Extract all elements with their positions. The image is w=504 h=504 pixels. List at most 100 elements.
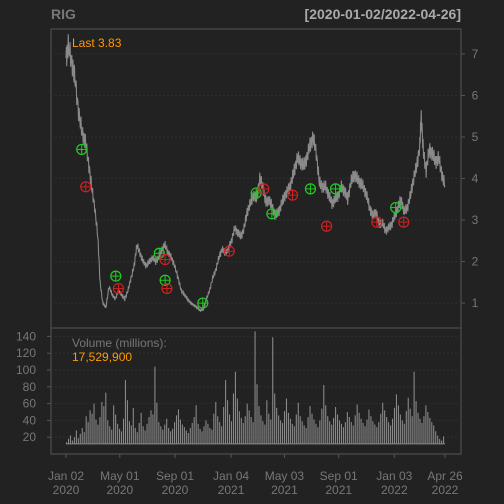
volume-bar <box>315 423 317 444</box>
volume-bar <box>362 422 364 444</box>
volume-bar <box>205 420 207 444</box>
volume-bar <box>291 423 293 444</box>
x-axis-year-label: 2021 <box>325 483 352 497</box>
sell-marker <box>286 189 299 201</box>
volume-bar <box>431 422 433 444</box>
volume-bar <box>413 371 415 444</box>
volume-bar <box>390 425 392 444</box>
volume-bar <box>311 413 313 444</box>
x-axis-month-label: Sep 01 <box>156 469 194 483</box>
sell-marker <box>80 181 92 193</box>
volume-bar <box>254 331 256 444</box>
volume-bar <box>287 412 289 444</box>
x-axis-month-label: Jan 04 <box>213 469 249 483</box>
volume-bar <box>67 438 70 444</box>
volume-bar <box>401 420 403 444</box>
volume-bar <box>203 426 205 444</box>
volume-bar <box>77 438 79 444</box>
price-y-tick-label: 2 <box>472 255 479 269</box>
volume-bar <box>87 422 89 444</box>
volume-bar <box>338 420 341 444</box>
volume-bar <box>252 422 254 444</box>
volume-bar <box>299 416 301 444</box>
x-axis-month-label: Apr 26 <box>427 469 463 483</box>
volume-bar <box>309 406 311 444</box>
volume-bar <box>246 403 248 444</box>
x-axis-month-label: May 01 <box>100 469 140 483</box>
x-axis-month-label: Jan 03 <box>376 469 412 483</box>
volume-bar <box>258 406 260 444</box>
volume-bar <box>293 426 295 444</box>
buy-marker <box>197 297 209 309</box>
buy-marker <box>76 143 88 156</box>
volume-bar <box>366 419 368 444</box>
volume-bar <box>160 426 162 444</box>
volume-bar <box>132 407 134 444</box>
volume-bar <box>429 417 431 444</box>
volume-bar <box>441 440 443 444</box>
volume-y-axis: 20 40 60 80 100 120 140 <box>16 329 51 444</box>
volume-y-tick-label: 100 <box>16 363 36 377</box>
price-y-tick-label: 7 <box>472 47 479 61</box>
buy-marker <box>266 208 278 220</box>
volume-bar <box>148 417 150 444</box>
volume-bar <box>354 415 356 444</box>
volume-bar <box>374 424 376 444</box>
volume-bar <box>313 419 315 444</box>
volume-bar <box>423 416 425 444</box>
volume-bar <box>103 406 105 444</box>
volume-bar <box>274 393 276 444</box>
volume-bar <box>187 433 189 444</box>
volume-bar <box>336 414 339 444</box>
volume-bar <box>435 431 437 444</box>
volume-bar <box>350 422 352 444</box>
volume-bar <box>285 398 288 444</box>
volume-bar <box>217 416 219 444</box>
volume-bar <box>238 411 240 444</box>
volume-bar <box>335 406 337 444</box>
volume-bar <box>280 420 282 444</box>
volume-y-tick-label: 60 <box>23 397 37 411</box>
volume-bar <box>211 429 213 444</box>
volume-bar <box>321 408 323 444</box>
volume-bar <box>140 412 142 444</box>
volume-bar <box>209 427 211 444</box>
volume-bar <box>433 425 435 444</box>
volume-bar <box>119 428 121 444</box>
volume-bar <box>164 424 166 444</box>
volume-bar <box>352 425 354 444</box>
sell-marker <box>398 216 410 228</box>
volume-bar <box>297 402 299 444</box>
volume-bar <box>150 410 152 444</box>
volume-bar <box>230 421 233 444</box>
volume-y-tick-label: 40 <box>23 413 37 427</box>
volume-bar <box>248 410 250 444</box>
volume-bar <box>213 413 215 444</box>
volume-bar <box>425 405 427 444</box>
volume-bar <box>272 337 274 444</box>
volume-bar <box>348 417 350 444</box>
volume-bar <box>193 417 195 444</box>
volume-bar <box>256 384 258 444</box>
price-panel: 1 2 3 4 5 6 7 Last 3.83 <box>50 28 479 329</box>
x-axis-year-label: 2022 <box>381 483 408 497</box>
volume-bar <box>295 414 297 444</box>
volume-bar <box>191 422 193 444</box>
volume-bar <box>283 411 286 444</box>
volume-bar <box>327 416 329 444</box>
volume-bar <box>262 421 264 444</box>
volume-bar <box>154 366 156 444</box>
volume-bar <box>195 405 197 444</box>
volume-bar <box>411 416 413 444</box>
volume-bar <box>399 414 401 444</box>
volume-bars <box>66 331 445 445</box>
volume-bar <box>122 418 125 444</box>
volume-bar <box>183 427 185 444</box>
volume-y-tick-label: 80 <box>23 380 37 394</box>
volume-bar <box>126 400 128 444</box>
volume-bar <box>439 438 441 444</box>
x-axis-year-label: 2020 <box>53 483 80 497</box>
volume-bar <box>75 430 77 444</box>
price-y-tick-label: 1 <box>472 296 479 310</box>
